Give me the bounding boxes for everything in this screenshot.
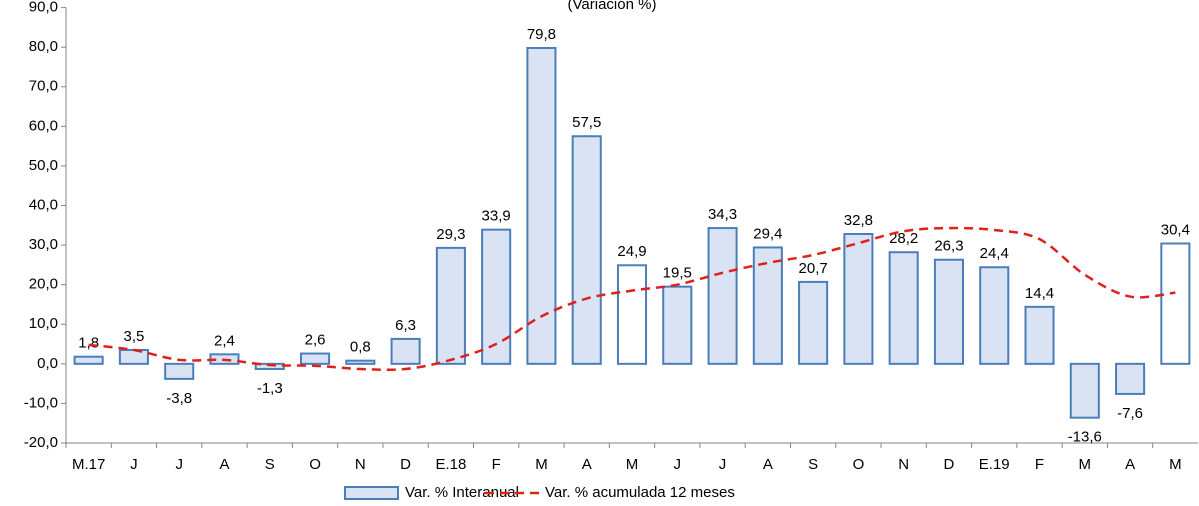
x-tick-label: S [265, 456, 275, 473]
y-tick-label: 60,0 [29, 117, 58, 134]
y-tick-label: -10,0 [24, 394, 58, 411]
bar [888, 251, 919, 365]
x-tick-label: E.19 [979, 456, 1010, 473]
data-label: 30,4 [1161, 221, 1190, 238]
y-tick-label: 50,0 [29, 157, 58, 174]
bar [73, 355, 104, 365]
bar [390, 337, 421, 365]
data-label: 24,4 [980, 245, 1009, 262]
bar [1069, 362, 1100, 419]
x-tick-label: O [853, 456, 865, 473]
data-label: 2,4 [214, 332, 235, 349]
bar [526, 46, 557, 365]
y-tick-label: 20,0 [29, 276, 58, 293]
bar [979, 266, 1010, 365]
bar [752, 246, 783, 365]
y-tick-label: 40,0 [29, 196, 58, 213]
data-label: -7,6 [1117, 405, 1143, 422]
x-tick-label: J [130, 456, 138, 473]
x-tick-label: M [626, 456, 639, 473]
bar [1115, 362, 1146, 395]
bar [707, 227, 738, 365]
data-label: 24,9 [617, 243, 646, 260]
data-label: 1,8 [78, 335, 99, 352]
bar [571, 135, 602, 365]
x-tick-label: J [674, 456, 682, 473]
data-label: 20,7 [799, 260, 828, 277]
data-label: 0,8 [350, 339, 371, 356]
legend-label: Var. % acumulada 12 meses [545, 484, 735, 501]
data-label: 34,3 [708, 206, 737, 223]
x-tick-label: N [355, 456, 366, 473]
bar [616, 264, 648, 365]
data-label: 14,4 [1025, 285, 1054, 302]
data-label: 3,5 [123, 328, 144, 345]
line [88, 226, 1176, 372]
data-label: -3,8 [166, 390, 192, 407]
y-tick-label: 0,0 [37, 355, 58, 372]
y-tick-label: 30,0 [29, 236, 58, 253]
x-tick-label: N [898, 456, 909, 473]
x-tick-label: A [763, 456, 773, 473]
data-label: 79,8 [527, 26, 556, 43]
data-label: 26,3 [934, 238, 963, 255]
x-tick-label: S [808, 456, 818, 473]
x-tick-label: M [535, 456, 548, 473]
x-tick-label: M [1169, 456, 1182, 473]
bar [435, 246, 466, 365]
x-tick-label: F [1035, 456, 1044, 473]
data-label: 33,9 [482, 208, 511, 225]
data-label: 57,5 [572, 114, 601, 131]
x-tick-label: M.17 [72, 456, 105, 473]
bar [1160, 242, 1191, 365]
x-tick-label: D [400, 456, 411, 473]
data-label: -1,3 [257, 380, 283, 397]
bar [1024, 305, 1055, 365]
data-label: 29,4 [753, 225, 782, 242]
data-label: 2,6 [305, 332, 326, 349]
x-tick-label: F [492, 456, 501, 473]
bar [164, 362, 195, 380]
y-tick-label: 70,0 [29, 78, 58, 95]
legend-label: Var. % Interanual [405, 484, 519, 501]
x-tick-label: A [1125, 456, 1135, 473]
x-tick-label: J [175, 456, 183, 473]
bar [118, 348, 149, 365]
data-label: 28,2 [889, 230, 918, 247]
data-label: 19,5 [663, 265, 692, 282]
data-label: 32,8 [844, 212, 873, 229]
x-tick-label: M [1079, 456, 1092, 473]
x-tick-label: A [582, 456, 592, 473]
x-tick-label: E.18 [435, 456, 466, 473]
bar [662, 285, 693, 365]
bar [300, 352, 331, 365]
y-tick-label: -20,0 [24, 434, 58, 451]
bar [933, 258, 964, 365]
bar [843, 233, 874, 365]
chart-title: (Variación %) [568, 0, 657, 13]
x-tick-label: A [219, 456, 229, 473]
x-tick-label: J [719, 456, 727, 473]
data-label: 29,3 [436, 226, 465, 243]
x-tick-label: D [944, 456, 955, 473]
y-tick-label: 90,0 [29, 0, 58, 16]
legend-swatch [344, 486, 399, 500]
bar [345, 359, 376, 365]
data-label: 6,3 [395, 317, 416, 334]
x-tick-label: O [309, 456, 321, 473]
data-label: -13,6 [1068, 429, 1102, 446]
bar [481, 228, 512, 365]
y-tick-label: 10,0 [29, 315, 58, 332]
bar [798, 280, 829, 365]
y-tick-label: 80,0 [29, 38, 58, 55]
